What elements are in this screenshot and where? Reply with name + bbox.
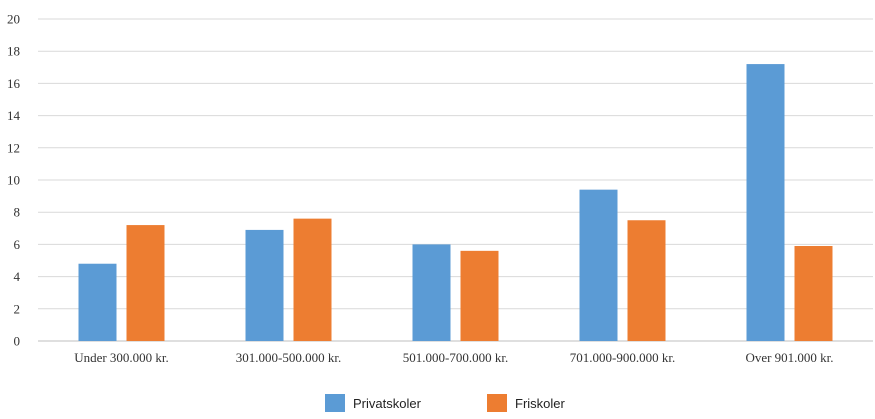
- legend-label: Privatskoler: [353, 396, 422, 411]
- bar-privatskoler: [579, 189, 618, 341]
- legend: Privatskoler Friskoler: [325, 394, 566, 412]
- y-tick-label: 14: [7, 108, 21, 123]
- legend-swatch: [487, 394, 507, 412]
- y-tick-label: 16: [7, 76, 21, 91]
- bar-friskoler: [126, 225, 165, 341]
- y-tick-label: 8: [14, 205, 21, 220]
- bar-friskoler: [794, 246, 833, 341]
- legend-label: Friskoler: [515, 396, 566, 411]
- bar-friskoler: [460, 250, 499, 341]
- x-category-label: Under 300.000 kr.: [74, 350, 169, 365]
- bar-privatskoler: [746, 64, 785, 341]
- bar-privatskoler: [245, 229, 284, 341]
- y-tick-label: 2: [14, 301, 21, 316]
- x-axis-categories: Under 300.000 kr. 301.000-500.000 kr. 501.…: [74, 350, 833, 365]
- bar-privatskoler: [78, 263, 117, 341]
- legend-swatch: [325, 394, 345, 412]
- bar-friskoler: [627, 220, 666, 341]
- bar-friskoler: [293, 218, 332, 341]
- x-category-label: Over 901.000 kr.: [745, 350, 833, 365]
- y-tick-label: 0: [14, 334, 21, 349]
- y-tick-label: 6: [14, 237, 21, 252]
- x-category-label: 301.000-500.000 kr.: [236, 350, 341, 365]
- bars: [78, 64, 833, 341]
- y-axis-ticks: 0 2 4 6 8 10 12 14 16 18 20: [7, 12, 21, 349]
- y-tick-label: 18: [7, 44, 20, 59]
- bar-privatskoler: [412, 244, 451, 341]
- x-category-label: 701.000-900.000 kr.: [570, 350, 675, 365]
- gridlines: [38, 18, 873, 342]
- y-tick-label: 10: [7, 173, 20, 188]
- y-tick-label: 12: [7, 140, 20, 155]
- y-tick-label: 20: [7, 12, 20, 27]
- y-tick-label: 4: [14, 269, 21, 284]
- x-category-label: 501.000-700.000 kr.: [403, 350, 508, 365]
